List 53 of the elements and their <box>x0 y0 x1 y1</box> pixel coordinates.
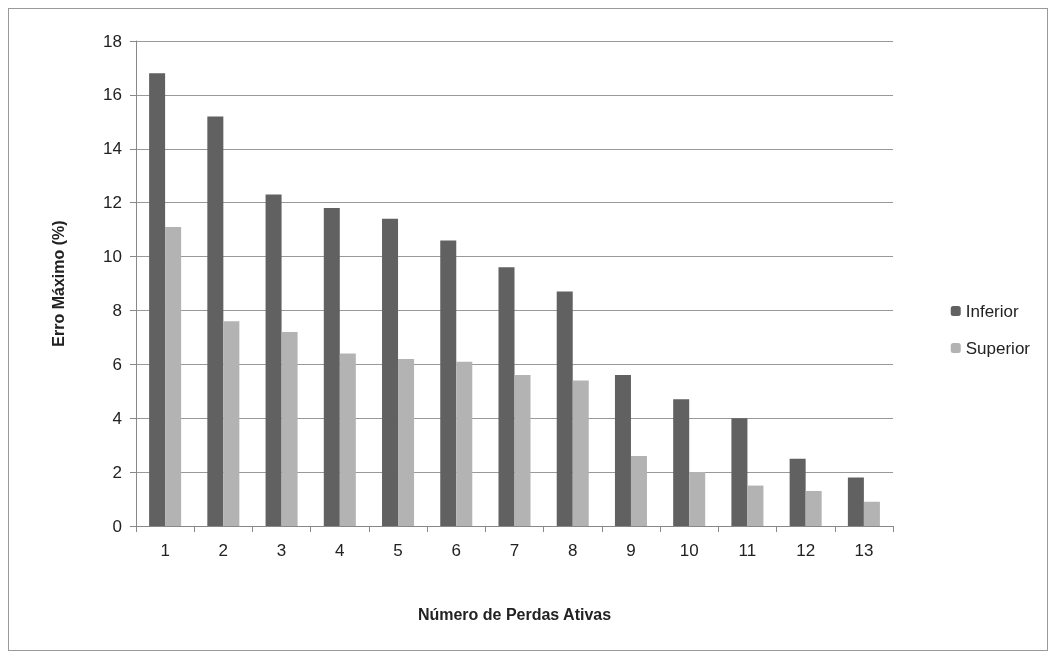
bar <box>673 399 690 526</box>
bar <box>630 455 647 526</box>
y-tick-label: 2 <box>112 462 122 482</box>
bar <box>556 291 573 526</box>
bar <box>398 358 415 526</box>
bar <box>149 73 166 526</box>
bar <box>281 332 298 526</box>
x-tick-label: 5 <box>393 541 403 560</box>
bar <box>440 240 457 526</box>
y-tick-label: 12 <box>103 193 122 213</box>
x-tick-label: 10 <box>679 541 699 560</box>
bar <box>323 208 340 526</box>
bar <box>207 116 224 526</box>
y-tick-label: 4 <box>112 408 122 428</box>
bar <box>689 472 706 526</box>
bar <box>223 321 240 526</box>
bar <box>731 418 748 526</box>
bar <box>863 501 880 526</box>
x-axis-title: Número de Perdas Ativas <box>417 605 612 623</box>
bar <box>572 380 589 526</box>
y-axis-title: Erro Máximo (%) <box>49 220 67 347</box>
bar <box>265 194 282 526</box>
x-tick-label: 12 <box>796 541 816 560</box>
bar <box>498 267 515 526</box>
bar <box>847 477 864 526</box>
x-tick-label: 3 <box>276 541 287 560</box>
bar <box>382 218 399 526</box>
x-tick-label: 9 <box>626 541 636 560</box>
y-tick-label: 10 <box>103 247 122 267</box>
x-tick-label: 7 <box>509 541 520 560</box>
bar <box>339 353 356 526</box>
x-tick-label: 2 <box>218 541 229 560</box>
y-tick-label: 14 <box>103 139 122 159</box>
y-tick-label: 6 <box>112 354 122 374</box>
y-tick-label: 16 <box>103 85 122 105</box>
legend-label: Inferior <box>965 301 1019 321</box>
bar <box>456 361 473 526</box>
x-tick-label: 13 <box>854 541 874 560</box>
y-tick-label: 8 <box>112 300 122 320</box>
x-tick-label: 4 <box>335 541 345 560</box>
x-tick-label: 1 <box>160 541 170 560</box>
x-tick-label: 11 <box>738 541 757 560</box>
bar <box>614 375 631 526</box>
y-tick-label: 0 <box>112 516 122 536</box>
bar <box>514 375 531 526</box>
x-tick-label: 6 <box>451 541 461 560</box>
bar <box>805 490 822 526</box>
x-tick-label: 8 <box>568 541 578 560</box>
legend-label: Superior <box>965 338 1031 358</box>
bar <box>789 458 806 526</box>
bar <box>165 226 182 526</box>
y-tick-label: 18 <box>103 31 122 51</box>
bar <box>747 485 764 526</box>
